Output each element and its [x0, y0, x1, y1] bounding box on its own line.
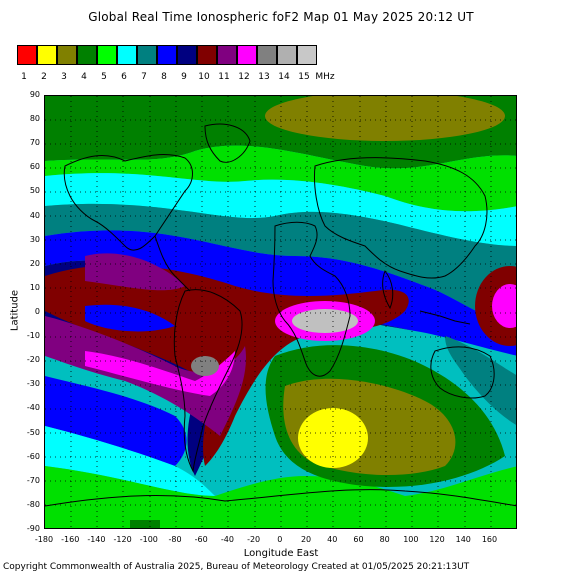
y-tick-70: 70 [29, 138, 40, 148]
legend-label-11: 11 [218, 72, 230, 82]
legend-swatch-15 [297, 45, 317, 65]
legend-swatch-3 [57, 45, 77, 65]
y-tick-0: 0 [34, 307, 40, 316]
legend-label-9: 9 [181, 72, 187, 82]
legend-swatch-7 [137, 45, 157, 65]
y-tick-80: 80 [29, 114, 40, 124]
y-tick--80: -80 [26, 499, 40, 509]
legend-label-15: 15 [298, 72, 310, 82]
legend-label-3: 3 [61, 72, 67, 82]
legend-unit: MHz [315, 72, 335, 82]
y-axis-label: Latitude [9, 289, 21, 332]
legend-label-8: 8 [161, 72, 167, 82]
y-tick--30: -30 [26, 379, 40, 389]
y-tick--70: -70 [26, 475, 40, 485]
legend-swatch-10 [197, 45, 217, 65]
y-tick-20: 20 [29, 258, 40, 268]
x-tick-100: 100 [403, 535, 419, 544]
x-tick--20: -20 [247, 535, 261, 544]
x-tick--180: -180 [34, 535, 54, 544]
legend-swatch-5 [97, 45, 117, 65]
fof2-contour-map [45, 96, 516, 528]
x-tick-140: 140 [455, 535, 471, 544]
y-tick-40: 40 [29, 210, 40, 220]
x-tick--100: -100 [139, 535, 158, 544]
legend-label-12: 12 [238, 72, 250, 82]
legend-label-4: 4 [81, 72, 87, 82]
x-tick-40: 40 [327, 535, 338, 544]
x-tick--160: -160 [61, 535, 80, 544]
legend-label-6: 6 [121, 72, 127, 82]
legend-label-2: 2 [41, 72, 47, 82]
legend-label-14: 14 [278, 72, 290, 82]
y-tick-50: 50 [29, 186, 40, 196]
x-tick--40: -40 [220, 535, 234, 544]
y-tick--10: -10 [26, 331, 40, 341]
x-tick-80: 80 [379, 535, 390, 544]
legend-swatch-12 [237, 45, 257, 65]
legend-swatch-13 [257, 45, 277, 65]
legend-label-5: 5 [101, 72, 107, 82]
x-tick-160: 160 [481, 535, 498, 544]
legend-swatch-4 [77, 45, 97, 65]
y-tick--60: -60 [26, 451, 40, 461]
legend-swatch-14 [277, 45, 297, 65]
y-tick-30: 30 [29, 234, 40, 244]
x-tick-20: 20 [300, 535, 312, 544]
y-tick-90: 90 [29, 90, 40, 99]
legend-swatch-2 [37, 45, 57, 65]
x-tick-120: 120 [429, 535, 445, 544]
y-tick--90: -90 [26, 524, 40, 533]
y-tick--20: -20 [26, 355, 40, 365]
copyright-footer: Copyright Commonwealth of Australia 2025… [3, 562, 470, 572]
x-axis-label: Longitude East [243, 548, 319, 559]
map-title: Global Real Time Ionospheric foF2 Map 01… [88, 10, 474, 24]
x-tick--120: -120 [113, 535, 132, 544]
legend-label-13: 13 [258, 72, 270, 82]
fof2-map-plot [44, 95, 517, 529]
legend-swatch-8 [157, 45, 177, 65]
y-tick-60: 60 [29, 162, 40, 172]
x-tick-0: 0 [277, 535, 283, 544]
y-tick--50: -50 [26, 427, 40, 437]
legend-label-1: 1 [21, 72, 27, 82]
legend-swatch-1 [17, 45, 37, 65]
legend-label-7: 7 [141, 72, 147, 82]
x-tick--80: -80 [168, 535, 182, 544]
y-tick-10: 10 [29, 282, 40, 292]
legend-label-10: 10 [198, 72, 210, 82]
y-tick--40: -40 [26, 403, 40, 413]
legend-swatch-6 [117, 45, 137, 65]
legend-swatch-9 [177, 45, 197, 65]
color-legend [17, 45, 317, 65]
x-tick--60: -60 [194, 535, 208, 544]
x-tick-60: 60 [353, 535, 364, 544]
legend-swatch-11 [217, 45, 237, 65]
x-tick--140: -140 [87, 535, 106, 544]
